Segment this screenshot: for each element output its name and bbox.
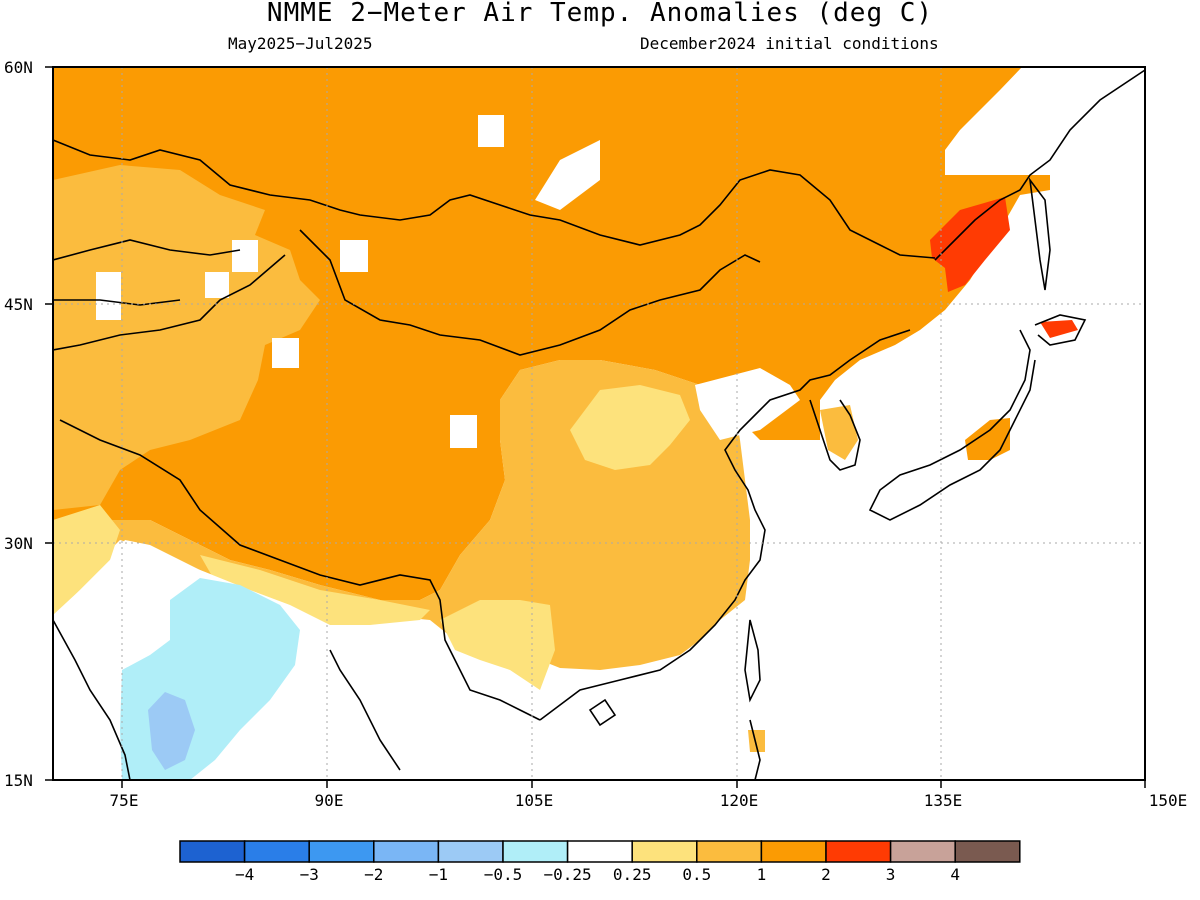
anomaly-region-2-to-3-hokkaido: [1040, 320, 1078, 338]
taiwan: [744, 619, 761, 703]
colorbar-label: −3: [300, 865, 319, 884]
russia-pacific-coast: [934, 69, 1145, 261]
colorbar-swatch: [179, 840, 246, 863]
colorbar-swatch: [437, 840, 504, 863]
gridlines: [53, 67, 1145, 780]
china-west-border: [53, 254, 286, 351]
lon-label: 135E: [924, 791, 963, 810]
korea-coast: [809, 399, 861, 471]
anomaly-patch-korea: [820, 405, 858, 460]
anomaly-region-0.25-to-0.5-himalaya: [200, 555, 430, 625]
map-title: NMME 2−Meter Air Temp. Anomalies (deg C): [266, 0, 934, 28]
forecast-period: May2025−Jul2025: [228, 34, 373, 53]
colorbar-swatch: [243, 840, 310, 863]
colorbar-swatch: [308, 840, 375, 863]
colorbar-swatch: [825, 840, 892, 863]
china-east-coast: [539, 329, 911, 721]
colorbar-swatch: [954, 840, 1021, 863]
lat-label: 60N: [4, 58, 33, 77]
lon-label: 150E: [1149, 791, 1188, 810]
colorbar-swatch: [502, 840, 569, 863]
colorbar-label: 3: [886, 865, 896, 884]
philippines: [749, 719, 761, 780]
anomaly-region-minus-0.5: [148, 692, 195, 770]
axis-ticks: [45, 66, 1146, 788]
colorbar-label: −4: [235, 865, 254, 884]
latitude-labels: 60N 45N 30N 15N: [4, 58, 33, 790]
colorbar-swatch: [889, 840, 956, 863]
anomaly-region-0.25-to-0.5-south-china: [440, 600, 555, 690]
india-coast: [53, 619, 401, 780]
lon-label: 75E: [110, 791, 139, 810]
coastlines: [53, 69, 1145, 780]
colorbar-swatch: [566, 840, 633, 863]
anomaly-region-0.25-to-0.5-central-china: [570, 385, 690, 470]
lat-label: 45N: [4, 295, 33, 314]
lat-label: 30N: [4, 534, 33, 553]
lat-label: 15N: [4, 771, 33, 790]
anomaly-shading: [53, 67, 1078, 780]
colorbar-label: 2: [821, 865, 831, 884]
colorbar-label: −0.25: [544, 865, 592, 884]
anomaly-region-0.25-to-0.5: [53, 505, 120, 615]
himalaya-border: [59, 419, 541, 721]
colorbar-label: −1: [429, 865, 448, 884]
colorbar-label: 0.5: [682, 865, 711, 884]
sakhalin: [1028, 177, 1051, 291]
colorbar-swatch: [631, 840, 698, 863]
japan-honshu: [868, 329, 1036, 521]
anomaly-patch-taiwan: [748, 730, 765, 752]
china-mongolia-border: [299, 229, 761, 356]
hokkaido: [1034, 314, 1087, 346]
colorbar-label: −2: [364, 865, 383, 884]
lon-label: 105E: [515, 791, 554, 810]
colorbar-label: 1: [757, 865, 767, 884]
hainan: [588, 698, 617, 727]
anomaly-patch-japan: [965, 418, 1010, 460]
colorbar-swatch: [760, 840, 827, 863]
colorbar-swatch: [696, 840, 763, 863]
lon-label: 120E: [720, 791, 759, 810]
colorbar-label: 0.25: [613, 865, 652, 884]
lon-label: 90E: [315, 791, 344, 810]
masked-cells: [96, 115, 800, 448]
russia-mongolia-border: [53, 139, 936, 259]
kazakhstan-border: [53, 239, 241, 306]
colorbar-label: −0.5: [484, 865, 523, 884]
anomaly-region-1-to-2: [53, 67, 1050, 600]
colorbar-label: 4: [950, 865, 960, 884]
colorbar-swatch: [373, 840, 440, 863]
longitude-labels: 75E 90E 105E 120E 135E 150E: [110, 791, 1188, 810]
initial-conditions-label: December2024 initial conditions: [640, 34, 939, 53]
colorbar: −4 −3 −2 −1 −0.5 −0.25 0.25 0.5 1 2 3 4: [179, 840, 1021, 884]
anomaly-region-2-to-3: [930, 197, 1010, 292]
map-frame: [52, 66, 1146, 781]
